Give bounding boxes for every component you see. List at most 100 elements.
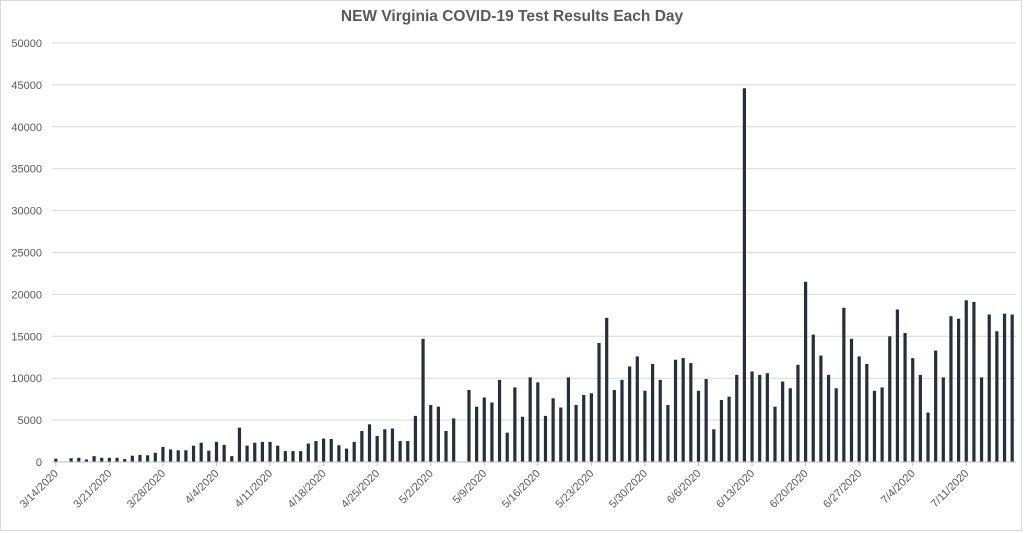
bar [735, 374, 739, 462]
bar [781, 381, 785, 462]
bar [184, 450, 188, 462]
bar [84, 459, 89, 462]
bar [788, 388, 792, 462]
bar [306, 443, 310, 462]
bar [222, 444, 226, 462]
x-axis-ticks: 3/14/2020 3/21/2020 3/28/2020 4/4/2020 4/11/… [18, 468, 972, 511]
bar [237, 427, 242, 462]
bar [77, 457, 81, 462]
x-tick-label: 6/20/2020 [768, 468, 811, 511]
bar [390, 428, 395, 462]
bar [168, 449, 173, 462]
bar [987, 314, 991, 462]
x-axis [52, 461, 1016, 466]
y-tick-label: 5000 [18, 415, 42, 427]
bar [574, 405, 578, 462]
bar [268, 441, 272, 462]
bar [673, 359, 678, 462]
bar [191, 445, 196, 462]
y-axis-ticks: 0 5000 10000 15000 20000 25000 30000 35000 40000… [11, 38, 42, 469]
bar [153, 452, 157, 462]
bar [849, 338, 854, 462]
bar [727, 396, 731, 462]
y-tick-label: 40000 [11, 122, 42, 134]
bar [314, 441, 318, 462]
y-tick-label: 50000 [11, 38, 42, 50]
bar [566, 377, 571, 462]
bar [230, 456, 234, 462]
x-tick-label: 6/6/2020 [665, 468, 704, 507]
bar [934, 350, 938, 462]
bar [1002, 313, 1007, 462]
bar [842, 307, 846, 462]
bar [92, 456, 96, 462]
bar [291, 451, 295, 462]
x-tick-label: 7/4/2020 [879, 468, 918, 507]
bar [344, 448, 349, 462]
bar [972, 301, 976, 462]
bar [826, 374, 831, 462]
bar [689, 363, 693, 462]
bar [765, 373, 769, 462]
bar [199, 442, 203, 462]
x-tick-label: 3/28/2020 [125, 468, 168, 511]
bar [658, 379, 662, 462]
x-tick-label: 6/27/2020 [821, 468, 864, 511]
x-tick-label: 5/9/2020 [451, 468, 490, 507]
bar [628, 366, 632, 462]
y-tick-label: 15000 [11, 331, 42, 343]
bar [605, 317, 609, 462]
bar [490, 402, 494, 462]
bar [880, 387, 884, 462]
bar [872, 390, 877, 462]
bar [107, 457, 111, 462]
bar [383, 429, 387, 462]
x-tick-label: 5/2/2020 [397, 468, 436, 507]
bar [337, 445, 341, 462]
y-tick-label: 45000 [11, 80, 42, 92]
bar [329, 438, 333, 462]
y-tick-label: 20000 [11, 289, 42, 301]
x-tick-label: 3/21/2020 [71, 468, 114, 511]
x-tick-label: 3/14/2020 [18, 468, 61, 511]
bar [865, 363, 869, 462]
x-tick-label: 4/18/2020 [286, 468, 329, 511]
bar [322, 438, 326, 462]
bar [528, 377, 532, 462]
x-tick-label: 5/16/2020 [500, 468, 543, 511]
bar [804, 281, 808, 462]
bar [949, 316, 953, 462]
bar [100, 457, 104, 462]
bar [214, 441, 219, 462]
bar [452, 418, 456, 462]
bars [54, 88, 1014, 462]
bar [520, 416, 525, 462]
bar [918, 374, 922, 462]
bar [620, 379, 624, 462]
bar [559, 407, 563, 462]
bar [260, 441, 264, 462]
bar [750, 371, 754, 462]
bar [941, 377, 945, 462]
bar [253, 442, 257, 462]
bar [926, 412, 930, 462]
bar [207, 450, 211, 462]
bar [911, 358, 915, 462]
bar [589, 393, 593, 462]
bar [406, 441, 410, 462]
bar [436, 406, 440, 462]
y-tick-label: 30000 [11, 206, 42, 218]
y-tick-label: 35000 [11, 164, 42, 176]
bar [742, 88, 746, 462]
bar [612, 389, 616, 462]
bar [888, 336, 892, 462]
bar [367, 424, 372, 462]
bar [650, 363, 655, 462]
bar [857, 356, 861, 462]
bar [413, 415, 418, 462]
y-tick-label: 25000 [11, 248, 42, 260]
bar [704, 379, 708, 462]
bar [1010, 314, 1014, 462]
